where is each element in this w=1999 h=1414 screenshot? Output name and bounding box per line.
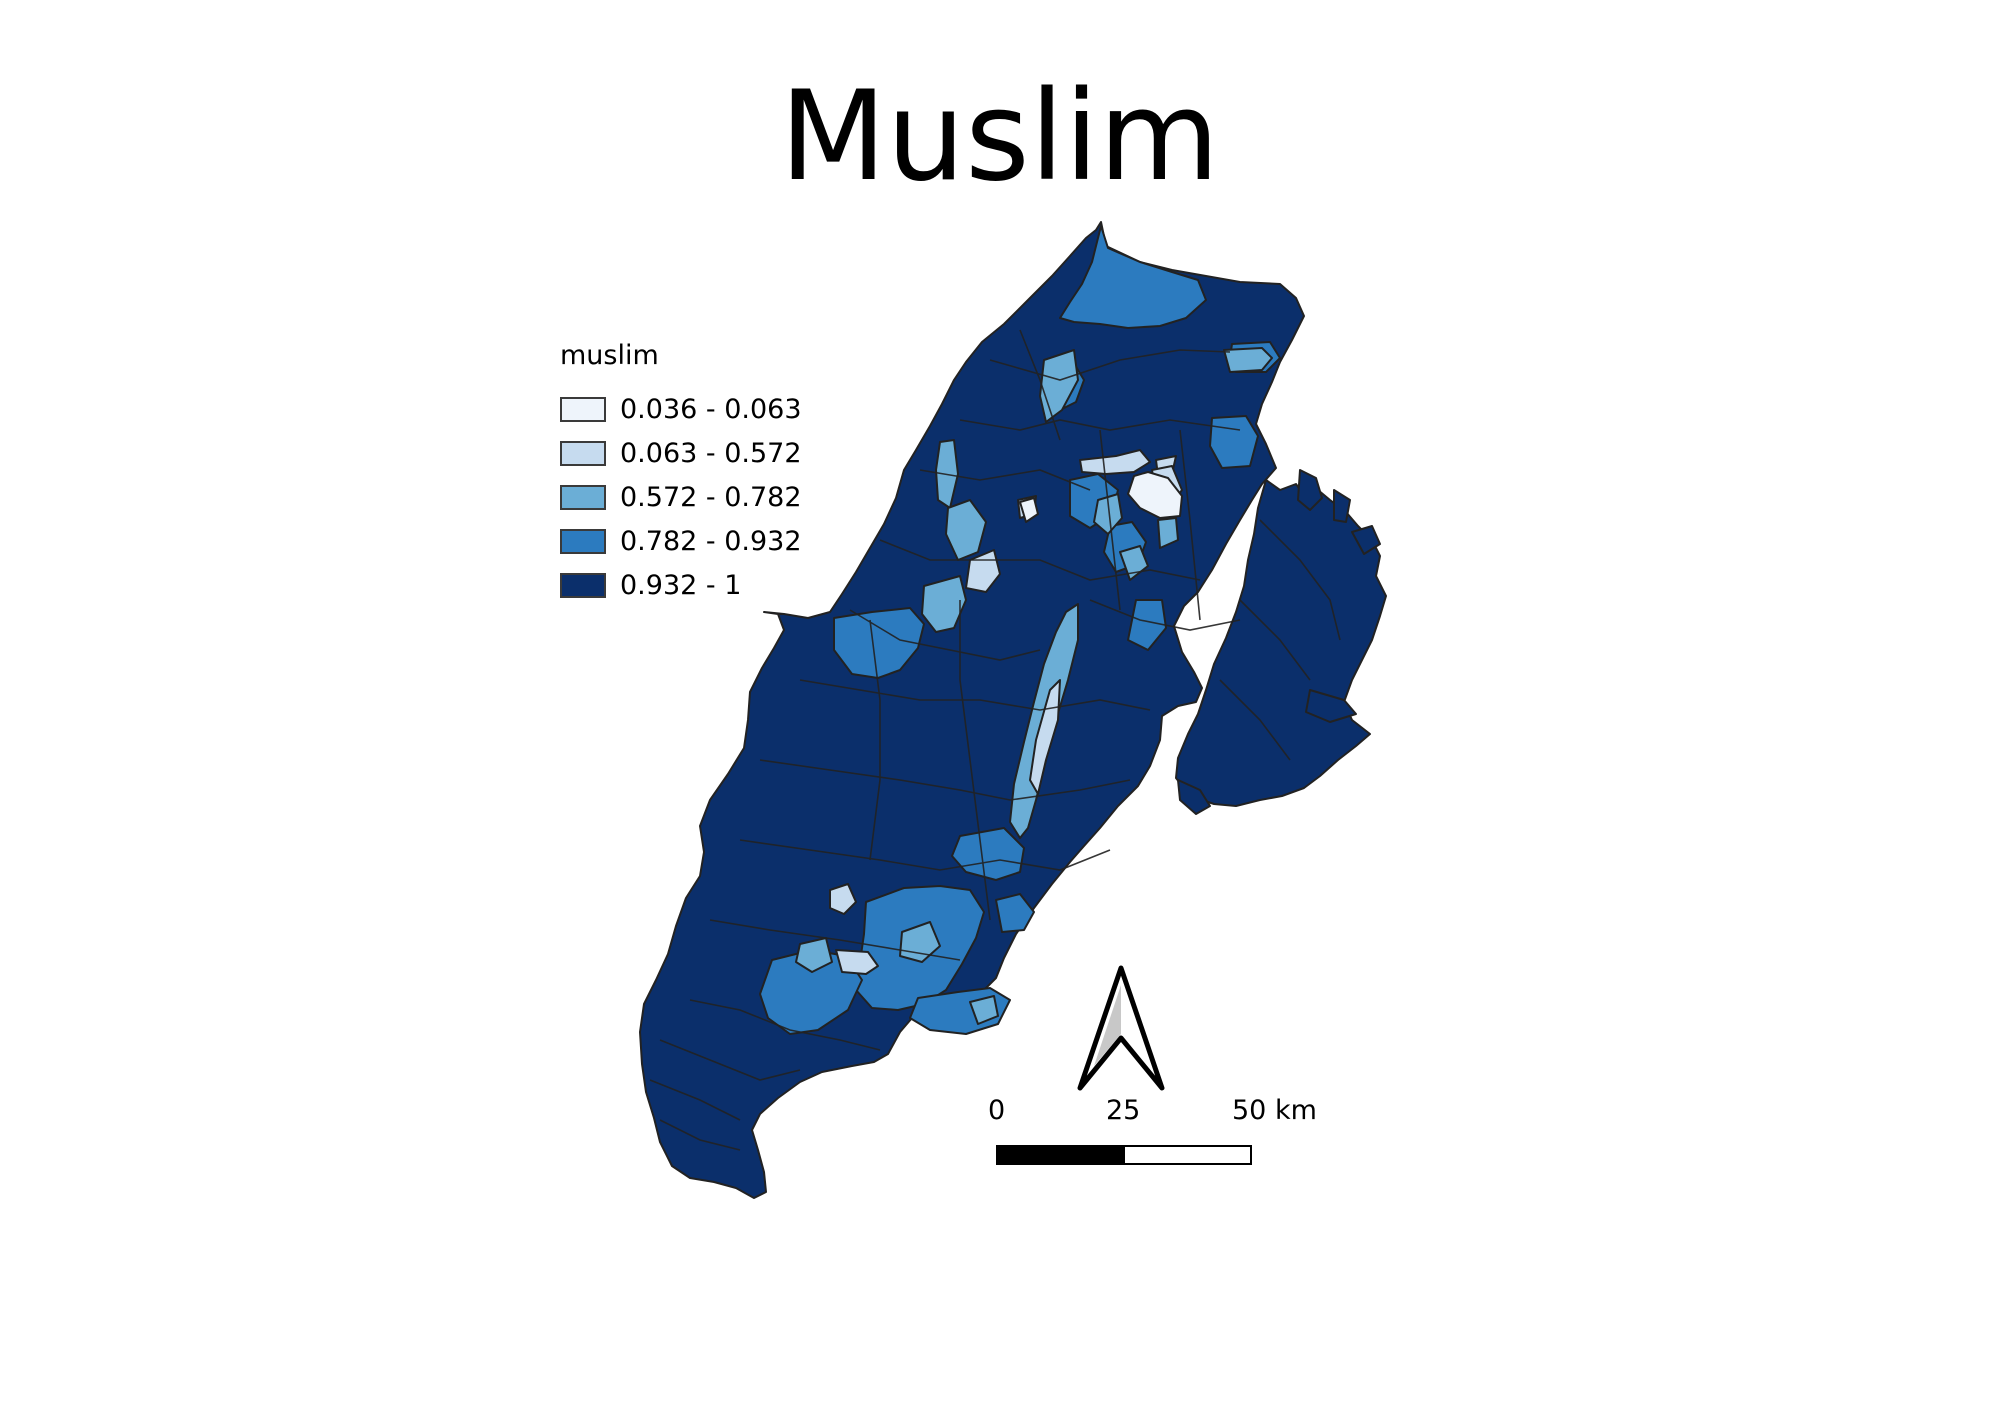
legend-label: 0.932 - 1 (620, 569, 742, 601)
region-central-5 (1093, 493, 1123, 535)
legend-swatch (560, 528, 606, 554)
region-west-2 (945, 499, 987, 561)
region-central-6 (1119, 545, 1149, 581)
region-southwest-light (829, 883, 857, 915)
region-delta-arm-3 (1351, 525, 1381, 555)
region-south-pocket-2 (795, 937, 833, 973)
north-arrow-icon (1077, 965, 1165, 1091)
map-title: Muslim (779, 65, 1220, 209)
region-central-4 (1127, 599, 1167, 651)
region-north-1 (1039, 349, 1079, 423)
region-delta-arm-4 (1305, 689, 1357, 723)
region-east-coast (1209, 415, 1259, 469)
scale-label-25: 25 (1106, 1095, 1141, 1126)
legend-label: 0.063 - 0.572 (620, 437, 802, 469)
region-south-pocket-3 (969, 995, 999, 1025)
legend-label: 0.572 - 0.782 (620, 481, 802, 513)
region-north-2 (1223, 347, 1273, 373)
legend-label: 0.782 - 0.932 (620, 525, 802, 557)
legend-swatch (560, 572, 606, 598)
scale-bar (996, 1145, 1252, 1165)
region-west-center (833, 607, 925, 679)
legend: muslim 0.036 - 0.063 0.063 - 0.572 0.572… (560, 340, 802, 607)
region-delta (1175, 479, 1387, 807)
legend-item: 0.572 - 0.782 (560, 475, 802, 519)
region-delta-arm-5 (1177, 779, 1211, 815)
legend-swatch (560, 396, 606, 422)
region-lightest-1 (1127, 471, 1183, 519)
region-delta-arm-1 (1297, 469, 1323, 511)
scale-label-50: 50 km (1232, 1095, 1317, 1126)
region-delta-arm-2 (1333, 489, 1351, 523)
admin-boundary-lines (649, 329, 1341, 1151)
legend-label: 0.036 - 0.063 (620, 393, 802, 425)
scale-label-0: 0 (988, 1095, 1006, 1126)
region-lightest-2 (1019, 497, 1039, 523)
region-south-coast-2 (995, 893, 1035, 933)
legend-swatch (560, 440, 606, 466)
region-south-center (951, 827, 1025, 881)
region-central-7 (1157, 517, 1179, 549)
legend-title: muslim (560, 340, 659, 371)
region-south-light (835, 949, 879, 975)
legend-item: 0.782 - 0.932 (560, 519, 802, 563)
legend-item: 0.063 - 0.572 (560, 431, 802, 475)
region-north-tip (1059, 225, 1207, 329)
legend-item: 0.932 - 1 (560, 563, 802, 607)
region-west-1 (921, 575, 967, 633)
legend-item: 0.036 - 0.063 (560, 387, 802, 431)
region-upper-light (1079, 449, 1151, 475)
legend-swatch (560, 484, 606, 510)
